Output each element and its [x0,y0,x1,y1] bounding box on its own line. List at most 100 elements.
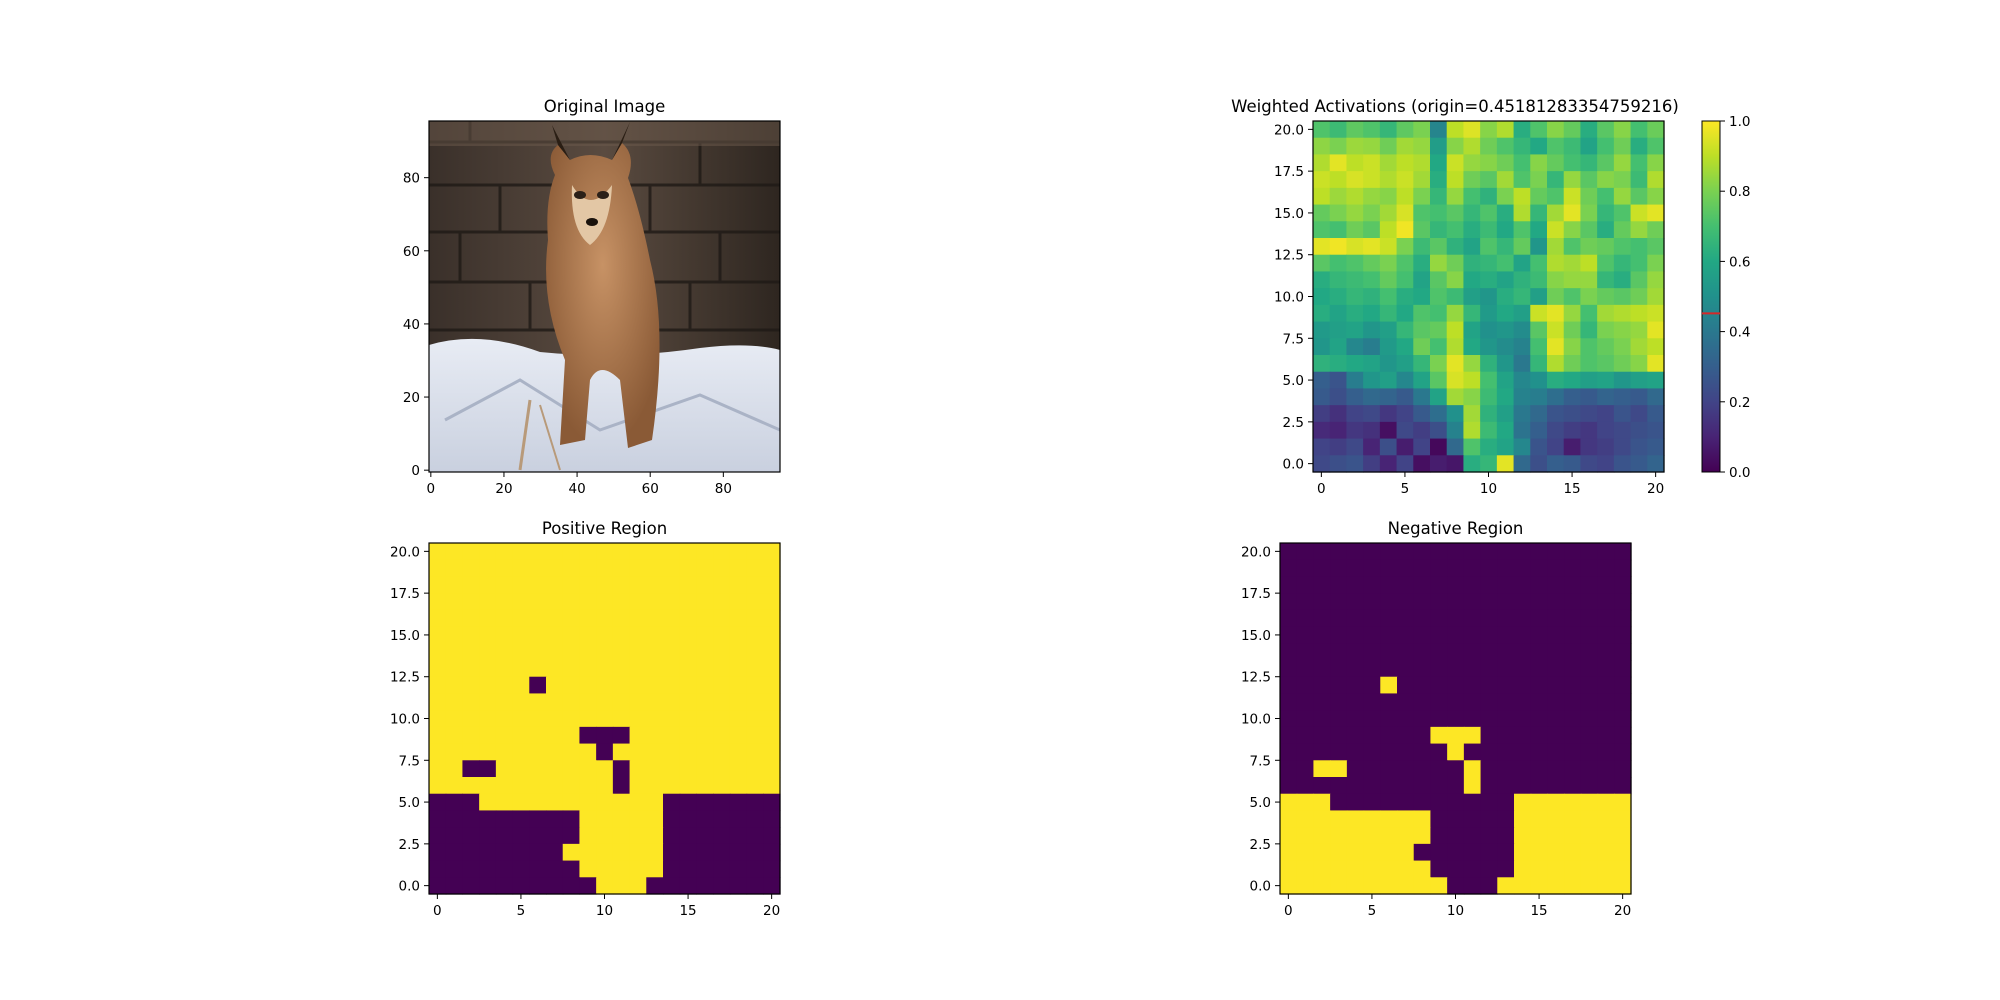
mask-cell [696,643,714,661]
activation-cell [1329,221,1348,239]
activation-cell [1580,288,1598,306]
mask-cell [696,559,714,578]
activation-cell [1613,238,1632,256]
activation-cell [1446,204,1465,222]
x-tick-label: 15 [679,903,696,919]
mask-cell [629,543,647,561]
mask-cell [512,660,530,678]
mask-cell [596,626,614,644]
activation-cell [1496,238,1515,256]
activation-cell [1446,121,1465,139]
mask-cell [1514,843,1532,862]
mask-cell [646,710,664,728]
activation-cell [1647,388,1665,406]
mask-cell [1296,643,1315,661]
mask-cell [1447,693,1465,711]
mask-cell [1514,593,1532,611]
mask-cell [1564,827,1582,845]
mask-cell [746,743,764,761]
activation-cell [1597,388,1615,406]
y-tick-label: 15.0 [1241,628,1271,644]
mask-cell [1530,777,1549,795]
activation-cell [1613,338,1632,356]
mask-cell [1614,693,1632,711]
mask-cell [1380,777,1398,795]
activation-cell [1613,304,1632,323]
mask-cell [1547,559,1565,578]
mask-cell [646,827,664,845]
activation-cell [1630,154,1648,172]
mask-cell [1413,860,1432,878]
activation-cell [1547,304,1565,323]
mask-cell [479,609,497,628]
mask-cell [746,793,764,812]
activation-cell [1563,304,1582,323]
mask-cell [1530,760,1549,778]
mask-cell [1346,827,1365,845]
activation-cell [1530,304,1548,323]
activation-cell [1613,154,1632,172]
activation-cell [1547,204,1565,222]
activation-cell [1463,171,1481,189]
mask-cell [1463,643,1482,661]
mask-cell [612,559,631,578]
mask-cell [579,843,597,862]
activation-cell [1647,204,1665,222]
activation-cell [1513,338,1531,356]
mask-cell [512,726,530,745]
activation-cell [1630,321,1648,339]
activation-cell [1597,455,1615,473]
activation-cell [1430,187,1448,206]
activation-cell [1547,137,1565,156]
activation-cell [1580,187,1598,206]
mask-cell [546,760,564,778]
mask-cell [1580,760,1599,778]
activation-cell [1613,371,1632,390]
activation-cell [1446,171,1465,189]
mask-cell [612,693,631,711]
mask-cell [1363,843,1381,862]
activation-cell [1597,288,1615,306]
mask-cell [1447,760,1465,778]
mask-cell [1514,693,1532,711]
mask-cell [1580,843,1599,862]
mask-cell [629,843,647,862]
mask-cell [1564,843,1582,862]
mask-cell [1413,743,1432,761]
mask-cell [1530,810,1549,828]
activation-cell [1413,321,1431,339]
activation-cell [1647,171,1665,189]
mask-cell [429,576,447,594]
activation-cell [1496,405,1515,423]
mask-cell [1614,793,1632,812]
activation-cell [1379,271,1398,289]
activation-cell [1446,271,1465,289]
mask-cell [546,710,564,728]
mask-cell [1614,626,1632,644]
activation-cell [1379,121,1398,139]
mask-cell [1397,743,1415,761]
mask-cell [1296,877,1315,895]
activation-cell [1480,388,1498,406]
mask-cell [1497,576,1515,594]
activation-cell [1480,455,1498,473]
activation-cell [1613,421,1632,440]
activation-cell [1329,355,1348,373]
mask-cell [696,576,714,594]
mask-cell [663,626,681,644]
mask-cell [1463,777,1482,795]
activation-cell [1530,405,1548,423]
mask-cell [479,777,497,795]
mask-cell [1280,793,1298,812]
activation-cell [1463,371,1481,390]
mask-cell [679,743,698,761]
mask-cell [1397,693,1415,711]
activation-cell [1496,288,1515,306]
mask-cell [579,576,597,594]
mask-cell [696,777,714,795]
mask-cell [679,726,698,745]
mask-cell [1447,843,1465,862]
activation-cell [1413,371,1431,390]
mask-cell [1380,827,1398,845]
mask-cell [562,827,581,845]
